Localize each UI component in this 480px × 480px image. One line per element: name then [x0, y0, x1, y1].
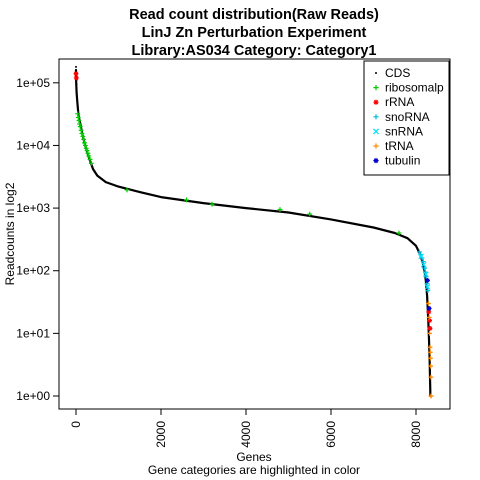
- ribosomalp-point: [277, 207, 283, 212]
- y-tick-label: 1e+05: [16, 76, 50, 90]
- rrna-point: [73, 71, 79, 77]
- rrna-point: [427, 326, 433, 331]
- ribosomalp-point: [209, 201, 215, 207]
- cds-point: [75, 83, 78, 86]
- ribosomalp-point: [124, 187, 130, 193]
- ribosomalp-point: [75, 111, 81, 117]
- points-layer: [73, 65, 434, 399]
- legend-marker-snorna: [373, 114, 379, 120]
- legend-marker-tubulin: [373, 158, 379, 164]
- legend-marker-snrna: [372, 128, 380, 135]
- legend-marker-cds: [375, 72, 377, 74]
- trna-point: [427, 344, 433, 350]
- ribosomalp-point: [77, 124, 83, 129]
- snrna-point: [422, 271, 429, 278]
- chart-subtitle: Gene categories are highlighted in color: [148, 463, 360, 477]
- trna-point: [427, 330, 432, 336]
- rrna-point: [426, 309, 432, 315]
- legend-label-rrna: rRNA: [385, 95, 414, 109]
- ribosomalp-point: [396, 230, 402, 236]
- ribosomalp-point: [184, 197, 189, 203]
- ribosomalp-point: [84, 148, 90, 153]
- x-tick-label: 8000: [409, 421, 423, 448]
- x-tick-label: 6000: [324, 421, 338, 448]
- x-tick-label: 4000: [239, 421, 253, 448]
- ribosomalp-point: [88, 160, 94, 166]
- tubulin-point: [426, 306, 432, 311]
- plot-area: [58, 58, 451, 410]
- ribosomalp-point: [307, 211, 313, 217]
- legend-marker-ribosomalp: [373, 85, 379, 91]
- x-axis: 0 2000 4000 6000 8000: [69, 409, 423, 448]
- legend-box: [363, 60, 450, 176]
- ribosomalp-point: [81, 136, 87, 142]
- trna-point: [428, 374, 434, 380]
- y-tick-label: 1e+02: [16, 264, 50, 278]
- ribosomalp-point: [83, 145, 89, 151]
- y-tick-label: 1e+00: [16, 389, 50, 403]
- y-tick-label: 1e+04: [16, 138, 50, 152]
- trna-point: [428, 355, 433, 361]
- chart-title-line-3: Library:AS034 Category: Category1: [132, 43, 377, 59]
- legend-marker-trna: [373, 143, 379, 149]
- cds-point: [75, 65, 77, 68]
- legend-label-tubulin: tubulin: [385, 154, 420, 168]
- ribosomalp-point: [77, 121, 83, 127]
- snrna-point: [420, 261, 427, 268]
- x-tick-label: 2000: [154, 421, 168, 448]
- ribosomalp-point: [78, 127, 84, 133]
- snorna-point: [425, 288, 431, 294]
- rrna-point: [427, 318, 432, 323]
- snrna-point: [424, 284, 431, 290]
- ribosomalp-point: [82, 143, 88, 148]
- snorna-point: [422, 265, 427, 271]
- legend-marker-rrna: [373, 99, 379, 105]
- legend-label-trna: tRNA: [385, 139, 414, 153]
- legend-label-cds: CDS: [385, 66, 410, 80]
- trna-point: [428, 363, 434, 369]
- ribosomalp-point: [85, 150, 91, 156]
- trna-point: [426, 314, 432, 320]
- chart-title-line-1: Read count distribution(Raw Reads): [129, 7, 379, 23]
- chart-title-line-2: LinJ Zn Perturbation Experiment: [142, 25, 367, 41]
- rrna-point: [73, 75, 79, 81]
- y-axis-label: Readcounts in log2: [3, 182, 17, 285]
- legend-label-snrna: snRNA: [385, 124, 423, 138]
- trna-point: [427, 349, 433, 355]
- legend-label-ribosomalp: ribosomalp: [385, 81, 444, 95]
- trna-point: [425, 301, 431, 306]
- x-tick-label: 0: [69, 421, 83, 428]
- legend-label-snorna: snoRNA: [385, 110, 430, 124]
- ribosomalp-point: [86, 153, 92, 159]
- ribosomalp-point: [76, 118, 82, 123]
- ribosomalp-point: [79, 131, 85, 136]
- snrna-point: [418, 253, 424, 260]
- ribosomalp-point: [87, 156, 93, 162]
- ribosomalp-point: [80, 133, 86, 139]
- tubulin-point: [425, 278, 430, 283]
- ribosomalp-point: [82, 140, 87, 146]
- y-tick-label: 1e+03: [16, 201, 50, 215]
- snorna-point: [420, 259, 426, 264]
- y-axis: 1e+00 1e+01 1e+02 1e+03 1e+04 1e+05: [16, 76, 59, 403]
- trna-point: [428, 393, 434, 399]
- y-tick-label: 1e+01: [16, 326, 50, 340]
- snorna-point: [417, 249, 422, 255]
- x-axis-label: Genes: [236, 450, 271, 464]
- ribosomalp-point: [75, 115, 81, 120]
